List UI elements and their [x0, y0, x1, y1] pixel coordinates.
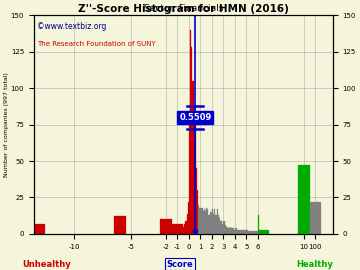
- Bar: [160, 219, 172, 234]
- Bar: [259, 230, 260, 234]
- Bar: [239, 230, 241, 234]
- Bar: [181, 227, 182, 234]
- Bar: [249, 231, 250, 234]
- Bar: [196, 168, 197, 234]
- Text: Healthy: Healthy: [297, 260, 333, 269]
- Bar: [189, 117, 190, 234]
- Bar: [208, 215, 210, 234]
- Bar: [114, 217, 126, 234]
- Bar: [34, 224, 45, 234]
- Bar: [206, 208, 207, 234]
- Bar: [198, 205, 199, 234]
- Bar: [211, 212, 212, 234]
- Bar: [179, 227, 180, 234]
- Bar: [221, 221, 222, 234]
- Bar: [298, 166, 310, 234]
- Bar: [261, 230, 262, 234]
- Bar: [256, 231, 257, 234]
- Bar: [229, 228, 230, 234]
- Bar: [205, 211, 206, 234]
- Text: ©www.textbiz.org: ©www.textbiz.org: [37, 22, 106, 31]
- Bar: [246, 230, 248, 234]
- Bar: [260, 230, 261, 234]
- Text: Unhealthy: Unhealthy: [22, 260, 71, 269]
- Bar: [243, 230, 244, 234]
- Bar: [241, 230, 242, 234]
- Bar: [237, 230, 238, 234]
- Bar: [234, 230, 235, 234]
- Bar: [266, 230, 267, 234]
- Bar: [226, 227, 227, 234]
- Bar: [227, 227, 228, 234]
- Bar: [224, 221, 225, 234]
- Bar: [172, 224, 183, 234]
- Text: Score: Score: [167, 260, 193, 269]
- Bar: [203, 211, 204, 234]
- Bar: [257, 231, 258, 234]
- Bar: [213, 214, 214, 234]
- Bar: [185, 221, 186, 234]
- Bar: [201, 208, 202, 234]
- Bar: [231, 228, 233, 234]
- Bar: [191, 47, 192, 234]
- Bar: [216, 209, 218, 234]
- Bar: [186, 214, 188, 234]
- Bar: [190, 30, 191, 234]
- Bar: [204, 209, 205, 234]
- Bar: [218, 215, 219, 234]
- Bar: [220, 221, 221, 234]
- Bar: [258, 215, 259, 234]
- Bar: [199, 208, 201, 234]
- Bar: [252, 231, 253, 234]
- Bar: [244, 230, 245, 234]
- Bar: [212, 209, 213, 234]
- Bar: [265, 230, 266, 234]
- Bar: [225, 225, 226, 234]
- Bar: [182, 225, 183, 234]
- Bar: [210, 212, 211, 234]
- Bar: [245, 230, 246, 234]
- Y-axis label: Number of companies (997 total): Number of companies (997 total): [4, 72, 9, 177]
- Bar: [310, 202, 321, 234]
- Bar: [194, 106, 195, 234]
- Bar: [202, 208, 203, 234]
- Bar: [242, 230, 243, 234]
- Bar: [268, 230, 269, 234]
- Bar: [188, 202, 189, 234]
- Bar: [251, 231, 252, 234]
- Bar: [222, 224, 224, 234]
- Bar: [248, 231, 249, 234]
- Text: 0.5509: 0.5509: [179, 113, 211, 122]
- Bar: [228, 228, 229, 234]
- Bar: [197, 190, 198, 234]
- Bar: [207, 209, 208, 234]
- Bar: [180, 228, 181, 234]
- Bar: [195, 120, 196, 234]
- Bar: [238, 230, 239, 234]
- Bar: [267, 230, 268, 234]
- Bar: [262, 230, 264, 234]
- Bar: [253, 231, 255, 234]
- Bar: [230, 227, 231, 234]
- Bar: [255, 231, 256, 234]
- Bar: [214, 209, 215, 234]
- Bar: [183, 227, 184, 234]
- Bar: [250, 231, 251, 234]
- Bar: [192, 81, 194, 234]
- Bar: [264, 230, 265, 234]
- Bar: [219, 218, 220, 234]
- Text: The Research Foundation of SUNY: The Research Foundation of SUNY: [37, 42, 156, 48]
- Bar: [233, 228, 234, 234]
- Bar: [184, 224, 185, 234]
- Bar: [215, 215, 216, 234]
- Text: Sector: Financials: Sector: Financials: [144, 4, 223, 13]
- Bar: [235, 228, 236, 234]
- Bar: [236, 228, 237, 234]
- Title: Z''-Score Histogram for HMN (2016): Z''-Score Histogram for HMN (2016): [78, 5, 289, 15]
